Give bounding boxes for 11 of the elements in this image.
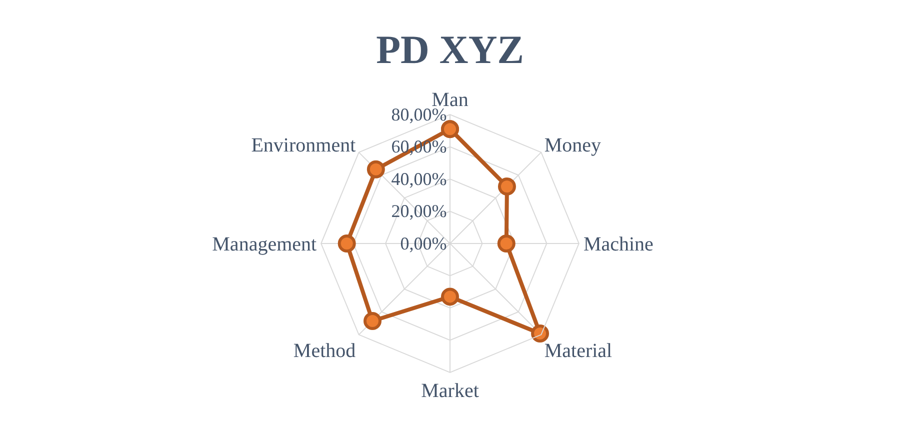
spoke-label: Management (212, 234, 317, 256)
spoke-label: Market (421, 380, 480, 402)
spoke-label: Environment (251, 134, 356, 156)
spoke-label: Method (293, 340, 356, 362)
y-tick-label: 20,00% (391, 201, 447, 222)
spoke-label: Material (544, 340, 613, 362)
y-tick-label: 40,00% (391, 168, 447, 189)
spoke-label: Machine (583, 234, 654, 256)
chart-title: PD XYZ (376, 26, 524, 72)
spoke-label: Money (544, 134, 602, 156)
y-tick-label: 0,00% (400, 233, 447, 254)
